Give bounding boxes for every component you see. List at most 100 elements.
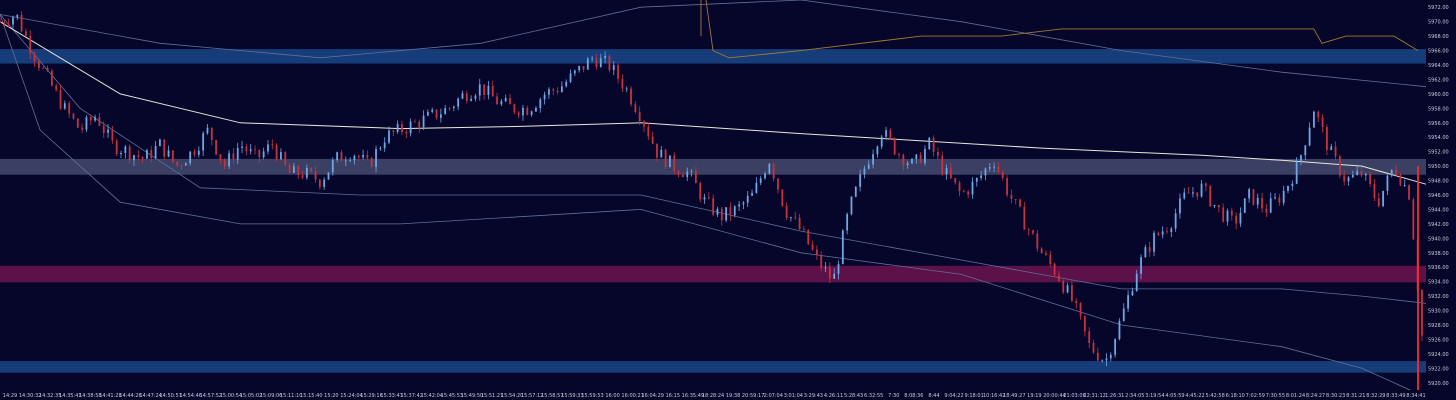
- y-tick-label: 5942.00: [1428, 222, 1449, 228]
- candle-body: [859, 174, 862, 187]
- candle-body: [1166, 231, 1168, 233]
- candle-body: [280, 152, 282, 160]
- candle-body: [1027, 229, 1030, 231]
- candle-body: [25, 31, 27, 36]
- y-tick-label: 5924.00: [1428, 352, 1449, 358]
- candle-body: [1217, 204, 1220, 208]
- candle-body: [249, 149, 252, 152]
- y-tick-label: 5926.00: [1428, 337, 1449, 343]
- x-tick-label: 15:49:50: [461, 393, 483, 399]
- candle-body: [932, 137, 935, 153]
- candle-body: [1377, 198, 1380, 207]
- y-tick-label: 5952.00: [1428, 150, 1449, 156]
- x-tick-label: 15:09:06: [260, 393, 282, 399]
- candle-body: [669, 155, 671, 168]
- candle-body: [867, 164, 870, 169]
- candle-body: [1200, 183, 1203, 197]
- y-tick-label: 5970.00: [1428, 20, 1449, 26]
- x-tick-label: 21:03:06: [1063, 393, 1085, 399]
- candle-body: [1222, 207, 1225, 222]
- candle-body: [1032, 230, 1034, 234]
- candle-body: [1334, 146, 1337, 157]
- candle-body: [310, 167, 313, 172]
- candle-body: [1291, 183, 1294, 186]
- candle-body: [197, 150, 200, 155]
- y-tick-label: 5940.00: [1428, 236, 1449, 242]
- x-tick-label: 19:19: [1027, 393, 1041, 399]
- candle-body: [1278, 197, 1281, 203]
- y-tick-label: 5938.00: [1428, 251, 1449, 257]
- candle-body: [254, 149, 256, 151]
- price-zones: [0, 49, 1426, 373]
- x-tick-label: 4:26:11: [824, 393, 843, 399]
- candle-body: [729, 207, 732, 216]
- candle-body: [137, 155, 140, 157]
- candle-body: [102, 125, 105, 133]
- candle-body: [630, 88, 632, 105]
- y-tick-label: 5960.00: [1428, 92, 1449, 98]
- candle-body: [120, 152, 122, 155]
- candle-body: [997, 166, 1000, 172]
- candle-body: [854, 186, 857, 197]
- x-tick-label: 16:35:49: [682, 393, 704, 399]
- candle-body: [366, 155, 369, 159]
- candle-body: [33, 53, 36, 62]
- candle-body: [504, 98, 507, 102]
- x-tick-label: 15:24:04: [340, 393, 362, 399]
- candle-body: [1040, 248, 1043, 254]
- candle-body: [401, 123, 403, 132]
- candle-body: [1174, 213, 1177, 229]
- candle-body: [1321, 117, 1324, 128]
- candle-body: [1252, 189, 1255, 205]
- candle-body: [68, 103, 71, 114]
- candle-body: [1226, 210, 1229, 222]
- candle-body: [1036, 233, 1039, 249]
- x-tick-label: 15:37:42: [400, 393, 422, 399]
- candle-body: [928, 137, 931, 150]
- candle-body: [522, 107, 524, 116]
- candle-body: [154, 146, 157, 159]
- candle-body: [219, 154, 222, 161]
- candle-body: [573, 70, 576, 74]
- x-axis-panel: [0, 390, 1456, 400]
- candle-body: [690, 170, 693, 172]
- candle-body: [457, 98, 460, 107]
- candle-body: [785, 205, 788, 218]
- candle-body: [586, 58, 589, 70]
- x-tick-label: 15:45:53: [441, 393, 463, 399]
- candle-body: [889, 130, 892, 139]
- candle-body: [1109, 354, 1112, 359]
- candle-body: [46, 67, 49, 71]
- candle-body: [608, 55, 611, 71]
- candle-body: [1101, 360, 1104, 362]
- candle-body: [898, 154, 900, 155]
- candle-body: [815, 249, 818, 255]
- candle-body: [1421, 290, 1423, 336]
- candle-body: [171, 150, 174, 162]
- candle-body: [643, 121, 645, 127]
- candle-body: [487, 85, 490, 96]
- candle-body: [362, 155, 364, 158]
- x-tick-label: 16:04:29: [642, 393, 664, 399]
- candle-body: [418, 121, 421, 128]
- candle-body: [435, 109, 438, 118]
- candle-body: [569, 73, 572, 82]
- candle-body: [210, 127, 213, 141]
- candle-body: [141, 156, 144, 159]
- candle-body: [3, 21, 6, 24]
- candle-body: [301, 175, 304, 178]
- candle-body: [924, 149, 926, 164]
- candle-body: [660, 149, 663, 158]
- candle-body: [1023, 206, 1026, 230]
- candle-body: [634, 104, 637, 113]
- candle-body: [1230, 210, 1233, 216]
- candle-body: [1105, 358, 1108, 361]
- y-tick-label: 5928.00: [1428, 323, 1449, 329]
- candle-body: [228, 153, 230, 167]
- candle-body: [1187, 192, 1190, 194]
- candle-body: [604, 55, 607, 59]
- x-tick-label: 2:34:05: [1125, 393, 1144, 399]
- candle-body: [824, 267, 827, 269]
- candle-body: [12, 17, 14, 25]
